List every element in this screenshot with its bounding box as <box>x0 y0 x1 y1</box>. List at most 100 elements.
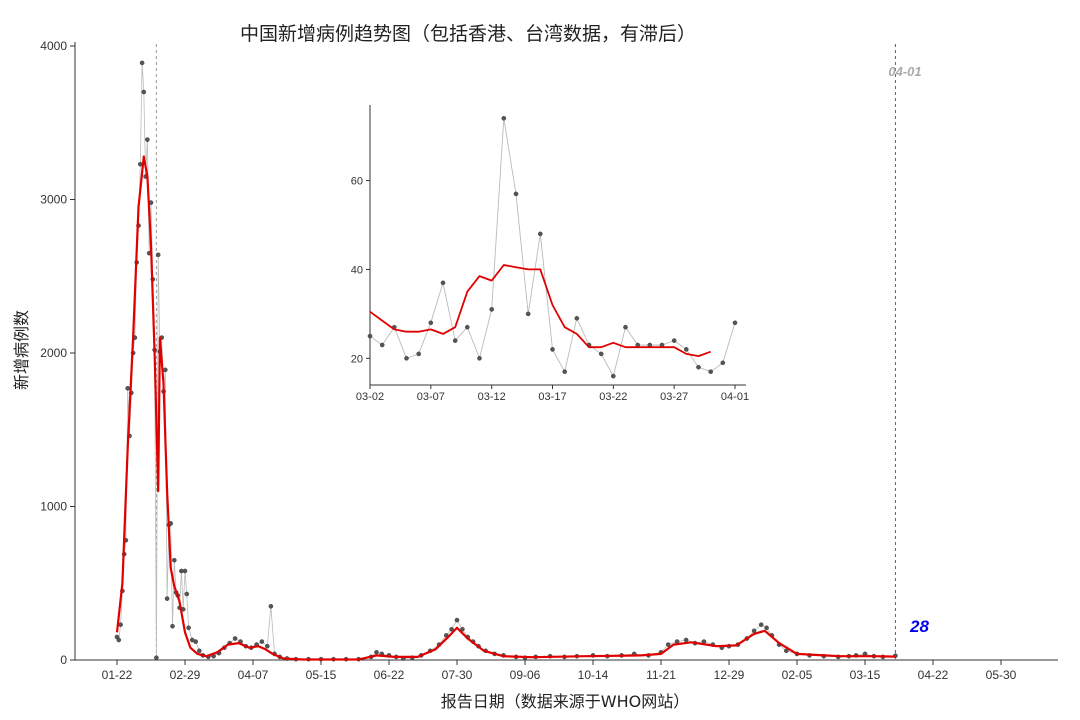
inset-x-tick-label: 03-02 <box>356 391 384 403</box>
x-tick-label: 04-07 <box>238 668 269 682</box>
data-point <box>264 643 270 649</box>
inset-data-point <box>501 116 507 121</box>
data-point <box>449 627 454 632</box>
inset-data-point <box>574 315 580 321</box>
x-tick-label: 04-22 <box>918 668 949 682</box>
y-tick-label: 3000 <box>40 193 67 207</box>
x-tick-label: 05-15 <box>306 668 337 682</box>
data-point <box>193 639 198 644</box>
data-point <box>162 367 168 373</box>
data-point <box>758 622 764 628</box>
inset-data-point <box>464 324 470 330</box>
inset-x-tick-label: 03-27 <box>660 391 688 403</box>
data-point <box>751 628 757 634</box>
inset-data-point <box>671 338 677 343</box>
data-point <box>141 89 147 95</box>
inset-data-point <box>440 280 446 286</box>
inset-data-point <box>708 369 714 375</box>
data-point <box>184 591 190 597</box>
inset-data-point <box>428 320 434 326</box>
data-point <box>268 604 274 609</box>
inset-x-tick-label: 03-17 <box>538 391 566 403</box>
inset-data-point <box>696 364 701 370</box>
data-point <box>139 60 145 66</box>
inset-data-point <box>562 369 568 375</box>
smoothed-series-line <box>115 155 896 661</box>
inset-data-point <box>611 373 616 379</box>
data-point <box>145 137 150 142</box>
data-point <box>683 637 689 643</box>
inset-x-tick-label: 04-01 <box>721 391 749 403</box>
x-axis-ticks: 01-22 02-29 04-07 05-15 06-22 07-30 09-06 10-14… <box>102 660 1017 682</box>
x-tick-label: 03-15 <box>850 668 881 682</box>
data-point <box>164 596 170 601</box>
inset-raw-series-points <box>367 116 738 379</box>
data-point <box>764 625 769 631</box>
x-axis-label: 报告日期（数据来源于WHO网站） <box>441 692 689 711</box>
data-point <box>232 636 238 641</box>
inset-smoothed-series-line <box>369 264 712 357</box>
x-tick-label: 06-22 <box>374 668 405 682</box>
y-tick-label: 1000 <box>40 500 67 514</box>
inset-data-point <box>525 311 531 317</box>
inset-data-point <box>598 351 604 357</box>
x-tick-label: 05-30 <box>986 668 1017 682</box>
data-point <box>155 252 161 258</box>
inset-data-point <box>538 231 543 237</box>
reference-line-label: 04-01 <box>888 64 921 79</box>
inset-y-tick-label: 40 <box>351 264 363 276</box>
data-point <box>186 625 191 631</box>
inset-data-point <box>367 333 373 339</box>
data-point <box>259 639 265 644</box>
inset-data-point <box>379 342 385 348</box>
data-point <box>171 557 177 563</box>
data-point <box>154 655 159 661</box>
x-tick-label: 11-21 <box>646 668 676 682</box>
inset-raw-series-line <box>369 118 736 378</box>
inset-x-tick-label: 03-07 <box>417 391 445 403</box>
data-point <box>182 568 188 574</box>
inset-x-tick-label: 03-22 <box>599 391 627 403</box>
inset-x-tick-label: 03-12 <box>478 391 506 403</box>
data-point <box>665 642 671 647</box>
latest-value-label: 28 <box>909 617 929 636</box>
chart-title: 中国新增病例趋势图（包括香港、台湾数据，有滞后） <box>240 23 696 45</box>
x-tick-label: 02-29 <box>170 668 201 682</box>
inset-y-tick-label: 60 <box>351 176 363 188</box>
x-tick-label: 07-30 <box>442 668 473 682</box>
raw-series-line <box>116 62 896 660</box>
y-tick-label: 0 <box>60 653 67 667</box>
data-point <box>116 637 122 643</box>
x-tick-label: 10-14 <box>578 668 609 682</box>
inset-plot: 20 40 60 03-02 03-07 03-12 03-17 03-22 03-27 04-… <box>351 105 749 403</box>
inset-data-point <box>720 360 726 366</box>
y-tick-label: 4000 <box>40 39 67 53</box>
x-tick-label: 12-29 <box>714 668 745 682</box>
reference-lines <box>155 44 896 660</box>
inset-data-point <box>452 338 458 343</box>
inset-data-point <box>550 347 555 352</box>
inset-data-point <box>684 347 689 352</box>
inset-data-point <box>489 307 495 312</box>
y-tick-label: 2000 <box>40 346 67 360</box>
inset-data-point <box>416 351 422 357</box>
inset-y-tick-label: 20 <box>351 353 363 365</box>
inset-data-point <box>623 324 628 330</box>
y-axis-label: 新增病例数 <box>12 310 31 390</box>
x-tick-label: 01-22 <box>102 668 133 682</box>
data-point <box>454 617 460 623</box>
inset-data-point <box>404 355 409 361</box>
inset-raw-line-path <box>369 118 736 378</box>
x-tick-label: 02-05 <box>782 668 813 682</box>
data-point <box>170 623 175 629</box>
inset-data-point <box>477 355 482 361</box>
smoothed-line-path <box>115 155 896 661</box>
data-point <box>196 648 202 654</box>
raw-series-points <box>114 60 898 662</box>
data-point <box>125 385 130 391</box>
inset-y-axis-ticks: 20 40 60 <box>351 176 370 365</box>
inset-data-point <box>513 191 519 197</box>
raw-line-path <box>116 62 896 660</box>
inset-x-axis-ticks: 03-02 03-07 03-12 03-17 03-22 03-27 04-01 <box>356 385 749 403</box>
